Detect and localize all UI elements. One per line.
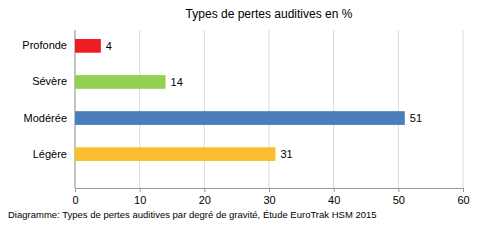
title: Types de pertes auditives en % [186,7,353,21]
y-tick: Légère [33,148,75,160]
x-tick-label: 40 [328,194,340,206]
grid [75,30,463,188]
data-label: 51 [410,112,422,124]
x-tick-label: 30 [263,194,275,206]
x-tick: 50 [393,188,405,206]
x-tick-label: 60 [457,194,469,206]
grid-line [463,30,464,188]
bar [75,75,166,89]
grid-line [398,30,399,188]
x-tick-label: 10 [134,194,146,206]
y-axis: Profonde Sévère Modérée Légère [22,39,75,159]
x-tick-mark [398,188,399,192]
bar [75,111,405,125]
y-tick-label: Légère [33,148,67,160]
y-axis-line [75,30,76,188]
y-tick-label: Sévère [32,75,67,87]
x-tick-mark [463,188,464,192]
x-tick-mark [334,188,335,192]
grid-line [75,30,76,188]
bar [75,39,101,53]
x-tick-mark [269,188,270,192]
x-tick-mark [75,188,76,192]
y-tick: Sévère [32,75,75,87]
x-tick-mark [204,188,205,192]
data-labels: 4 14 51 31 [106,40,422,160]
data-label: 4 [106,40,112,52]
x-tick: 60 [457,188,469,206]
x-tick: 20 [199,188,211,206]
y-tick: Profonde [22,39,75,51]
x-tick-mark [140,188,141,192]
x-axis: 0 10 20 30 40 50 60 [72,188,469,206]
grid-line [333,30,334,188]
x-tick: 10 [134,188,146,206]
x-tick: 40 [328,188,340,206]
bar [75,147,275,161]
chart: Types de pertes auditives en % 0 10 20 30 40 5… [0,0,500,225]
y-tick-label: Modérée [24,112,67,124]
grid-line [204,30,205,188]
caption: Diagramme: Types de pertes auditives par… [8,209,377,220]
x-tick: 30 [263,188,275,206]
y-tick-label: Profonde [22,39,67,51]
x-tick-label: 20 [199,194,211,206]
x-tick-label: 0 [72,194,78,206]
grid-line [269,30,270,188]
data-label: 14 [171,76,183,88]
x-tick: 0 [72,188,78,206]
y-tick: Modérée [24,112,75,124]
bars [75,39,405,161]
data-label: 31 [280,148,292,160]
x-tick-label: 50 [393,194,405,206]
grid-line [139,30,140,188]
